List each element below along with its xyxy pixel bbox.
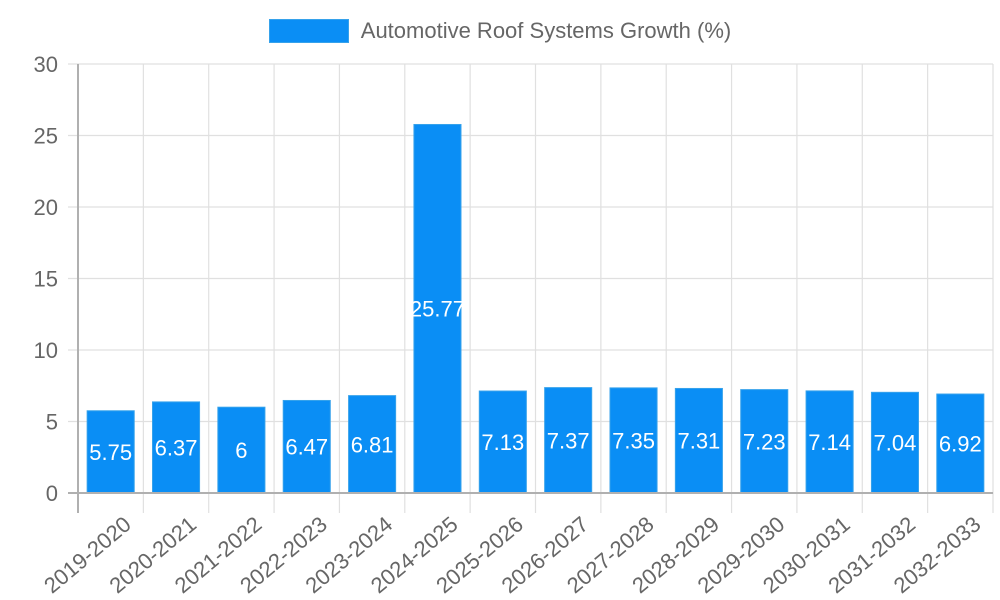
legend-swatch bbox=[268, 19, 349, 43]
legend-label: Automotive Roof Systems Growth (%) bbox=[360, 18, 732, 43]
bar-2027-2028[interactable]: 7.35 bbox=[609, 387, 658, 494]
bar-value-label: 7.31 bbox=[677, 429, 720, 454]
y-tick-label: 10 bbox=[34, 338, 58, 363]
bar-2019-2020[interactable]: 5.75 bbox=[86, 410, 135, 494]
bar-2031-2032[interactable]: 7.04 bbox=[870, 391, 919, 494]
bar-value-label: 7.13 bbox=[481, 430, 524, 455]
grid-lines bbox=[68, 63, 994, 513]
y-axis-ticks: 0 5 10 15 20 25 30 bbox=[34, 52, 58, 506]
bar-2022-2023[interactable]: 6.47 bbox=[282, 399, 331, 494]
bars: 5.75 6.37 6 6.47 6.81 25.77 7.13 7.37 7.35 7.31 7.… bbox=[86, 123, 985, 494]
bar-value-label: 7.23 bbox=[743, 429, 786, 454]
axes bbox=[68, 64, 993, 513]
y-tick-label: 5 bbox=[46, 410, 58, 435]
y-tick-label: 30 bbox=[34, 52, 58, 77]
bar-value-label: 5.75 bbox=[89, 440, 132, 465]
bar-2030-2031[interactable]: 7.14 bbox=[805, 390, 854, 494]
bar-value-label: 7.04 bbox=[874, 431, 917, 456]
bar-2029-2030[interactable]: 7.23 bbox=[740, 389, 789, 494]
bar-2025-2026[interactable]: 7.13 bbox=[478, 390, 527, 494]
y-tick-label: 20 bbox=[34, 195, 58, 220]
bar-value-label: 6.92 bbox=[939, 432, 982, 457]
x-axis-ticks: 2019-20202020-20212021-20222022-20232023… bbox=[39, 511, 985, 598]
bar-2023-2024[interactable]: 6.81 bbox=[348, 395, 397, 494]
y-tick-label: 15 bbox=[34, 267, 58, 292]
bar-value-label: 7.14 bbox=[808, 430, 851, 455]
bar-2024-2025[interactable]: 25.77 bbox=[410, 123, 465, 494]
y-tick-label: 25 bbox=[34, 124, 58, 149]
chart-legend[interactable]: Automotive Roof Systems Growth (%) bbox=[0, 18, 1000, 44]
bar-value-label: 7.37 bbox=[547, 428, 590, 453]
bar-value-label: 7.35 bbox=[612, 428, 655, 453]
bar-value-label: 6.47 bbox=[285, 435, 328, 460]
bar-2021-2022[interactable]: 6 bbox=[217, 406, 266, 494]
bar-2026-2027[interactable]: 7.37 bbox=[544, 387, 593, 494]
bar-value-label: 25.77 bbox=[410, 297, 465, 322]
bar-2028-2029[interactable]: 7.31 bbox=[674, 387, 723, 494]
bar-value-label: 6 bbox=[235, 438, 247, 463]
y-tick-label: 0 bbox=[46, 481, 58, 506]
bar-value-label: 6.37 bbox=[155, 435, 198, 460]
bar-value-label: 6.81 bbox=[351, 432, 394, 457]
bar-2032-2033[interactable]: 6.92 bbox=[936, 393, 985, 494]
bar-2020-2021[interactable]: 6.37 bbox=[152, 401, 201, 494]
